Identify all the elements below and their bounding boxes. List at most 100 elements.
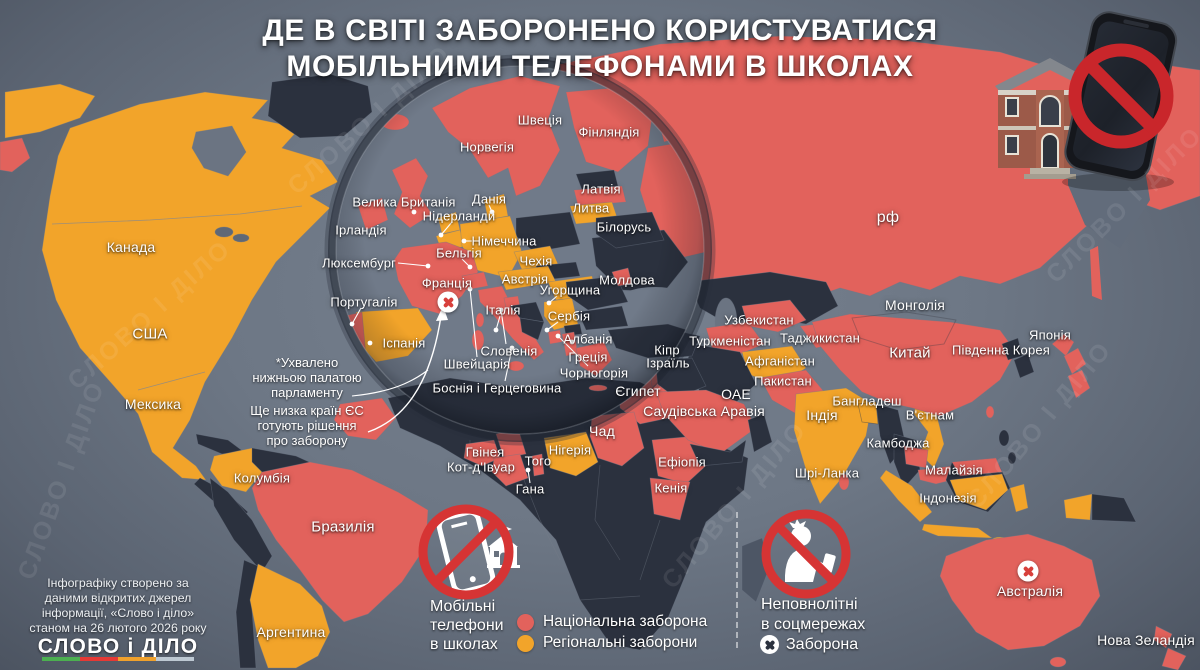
country-label: Канада: [106, 239, 156, 255]
country-label: Латвія: [581, 181, 621, 197]
country-label: Чехія: [519, 253, 553, 269]
source-line: інформації, «Слово і діло»: [41, 606, 195, 620]
legend-title-line: в школах: [430, 636, 498, 653]
country-label: ОАЕ: [721, 386, 751, 402]
country-label: Колумбія: [233, 470, 291, 486]
country-label: Німеччина: [471, 233, 537, 249]
country-label: Саудівська Аравія: [643, 403, 765, 419]
note-parliament: *Ухвалено нижньою палатою парламенту: [222, 355, 392, 400]
country-label: США: [132, 325, 168, 343]
note-line: парламенту: [271, 385, 343, 400]
country-label: Монголія: [884, 297, 946, 313]
country-label: Білорусь: [596, 219, 652, 235]
source-line: Інфографіку створено за: [47, 576, 189, 590]
title-line1: ДЕ В СВІТІ ЗАБОРОНЕНО КОРИСТУВАТИСЯ: [262, 14, 938, 47]
ban-label: Заборона: [786, 635, 859, 653]
country-label: Велика Британія: [352, 194, 456, 210]
legend-title-line: Мобільні: [430, 598, 496, 615]
country-label: Єгипет: [615, 383, 661, 399]
country-label: Чорногорія: [559, 365, 629, 381]
note-line: готують рішення: [257, 418, 357, 433]
country-label: Шрі-Ланка: [794, 465, 860, 481]
country-label: Фінляндія: [578, 124, 640, 140]
ban-x-icon: [760, 635, 779, 654]
country-label: Кіпр: [654, 342, 680, 358]
country-label: Австралія: [996, 583, 1064, 599]
legend-social-ban-row: Заборона: [760, 635, 858, 654]
country-label: Нова Зеландія: [1097, 632, 1195, 648]
country-label: Греція: [568, 349, 608, 365]
title-line2: МОБІЛЬНИМИ ТЕЛЕФОНАМИ В ШКОЛАХ: [286, 50, 914, 83]
legend-social-title: Неповнолітні в соцмережах: [761, 595, 865, 634]
regional-ban-dot: [517, 634, 534, 652]
ban-x-badge: [1017, 560, 1039, 582]
country-label: Боснія і Герцеговина: [432, 380, 562, 396]
country-label: Ефіопія: [658, 454, 706, 470]
note-line: Ще низка країн ЄС: [250, 403, 364, 418]
country-label: Японія: [1029, 327, 1071, 343]
country-label: Афганістан: [745, 353, 815, 369]
country-label: Швейцарія: [443, 356, 511, 372]
legend-item-national: Національна заборона: [517, 613, 707, 631]
no-phone-graphic: [1062, 11, 1178, 191]
note-line: нижньою палатою: [252, 370, 362, 385]
country-label: Бельгія: [436, 245, 482, 261]
note-line: *Ухвалено: [275, 355, 339, 370]
country-label: Чад: [589, 423, 615, 439]
country-label: Аргентина: [256, 624, 326, 640]
no-phone-school-icon: [418, 504, 520, 600]
country-label: Камбоджа: [866, 435, 930, 451]
country-label: Австрія: [501, 271, 549, 287]
country-label: Італія: [485, 302, 521, 318]
country-label: Мексика: [124, 396, 182, 412]
country-label: Бразилія: [311, 518, 375, 536]
logo-color-stripe: [42, 657, 194, 661]
source-line: даними відкритих джерел: [44, 591, 192, 605]
country-label: Кенія: [654, 480, 688, 496]
country-label: Індонезія: [919, 490, 977, 506]
country-label: Туркменістан: [689, 333, 771, 349]
legend-divider: [736, 512, 738, 648]
country-label: Албанія: [563, 331, 613, 347]
legend-item-regional: Регіональні заборони: [517, 634, 697, 652]
country-label: Португалія: [330, 294, 398, 310]
world-landmass: [0, 35, 1200, 670]
country-label: В'єтнам: [905, 407, 955, 423]
country-label: Ірландія: [335, 222, 387, 238]
legend-item-label: Регіональні заборони: [543, 634, 698, 651]
country-label: Бангладеш: [832, 393, 902, 409]
country-label: Молдова: [599, 272, 655, 288]
legend-title-line: Неповнолітні: [761, 596, 858, 613]
national-ban-dot: [517, 613, 534, 631]
country-label: Норвегія: [459, 139, 515, 155]
country-label: Узбекистан: [724, 312, 794, 328]
no-social-minors-icon: [761, 509, 851, 599]
note-line: про заборону: [266, 433, 348, 448]
note-arrow: [351, 306, 448, 433]
europe-lens: [324, 54, 716, 446]
country-label: Словенія: [480, 343, 538, 359]
country-label: Нідерланди: [422, 208, 496, 224]
country-label: Гана: [515, 481, 545, 497]
country-label: Швеція: [517, 112, 563, 128]
country-label: Нігерія: [548, 442, 592, 458]
legend-title-line: телефони: [430, 617, 504, 634]
country-label: Індія: [806, 407, 838, 423]
legend-item-label: Національна заборона: [543, 613, 708, 630]
leader-lines: [349, 204, 589, 484]
country-label: Того: [524, 453, 552, 469]
country-label: Данія: [471, 191, 507, 207]
slovo-i-dilo-logo: СЛОВО і ДІЛО: [37, 635, 199, 658]
country-label: Гвінея: [465, 444, 505, 460]
country-label: Ізраїль: [646, 355, 690, 371]
country-label: Китай: [889, 344, 931, 362]
country-label: рф: [876, 209, 900, 226]
country-label: Сербія: [547, 308, 591, 324]
ban-x-badge: [437, 291, 459, 313]
country-label: Литва: [572, 200, 610, 216]
country-label: Люксембург: [321, 255, 397, 271]
legend-title-line: в соцмережах: [761, 615, 866, 633]
